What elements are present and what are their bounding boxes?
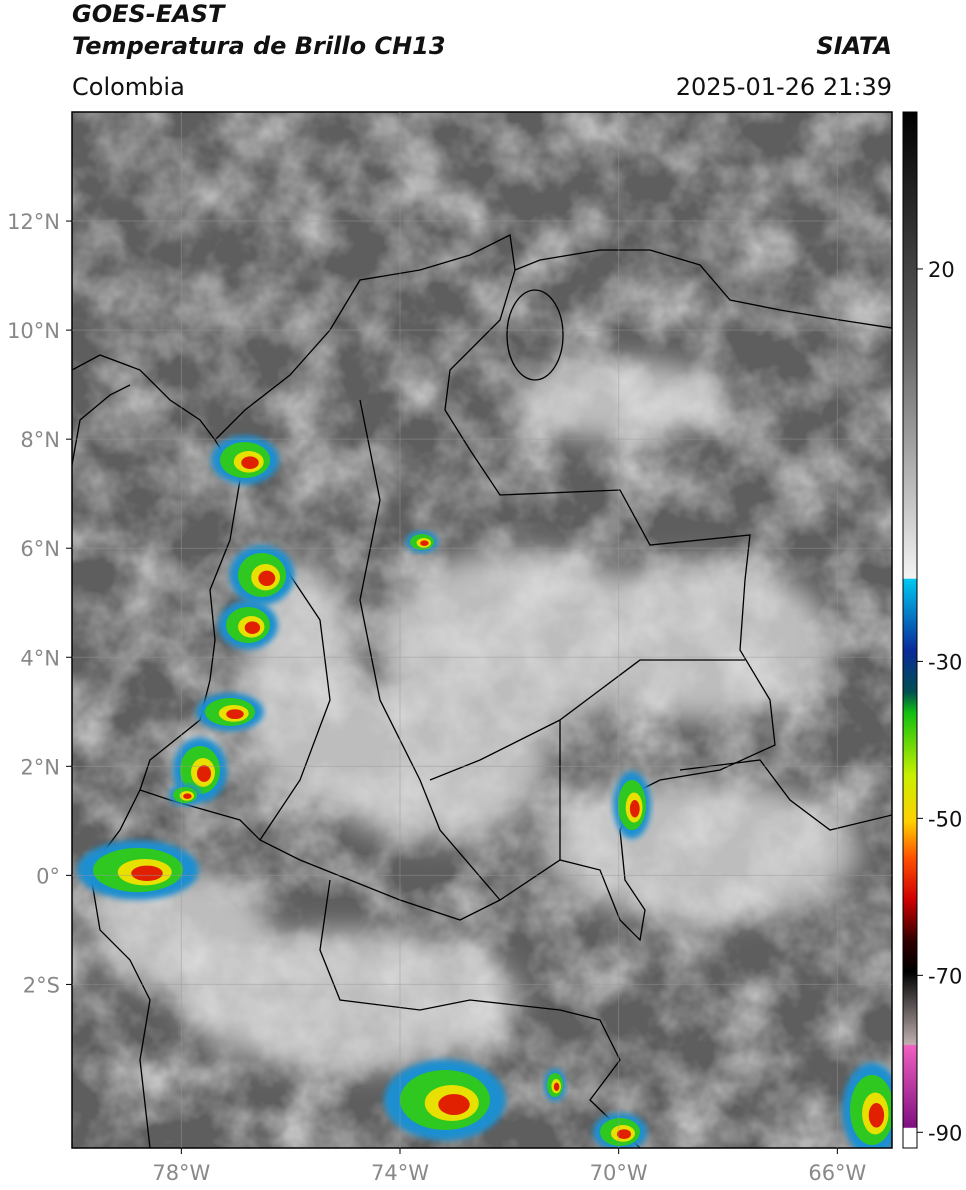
timestamp: 2025-01-26 21:39 <box>676 73 892 101</box>
lon-tick-label: 78°W <box>152 1161 210 1185</box>
cell-red <box>183 793 192 799</box>
borders <box>72 234 892 1148</box>
colorbar <box>902 111 918 1149</box>
lat-tick-label: 2°S <box>23 973 60 997</box>
map <box>72 112 892 1148</box>
cell-red <box>197 765 211 782</box>
lat-tick-label: 0° <box>36 864 60 888</box>
title: GOES-EAST <box>72 0 226 28</box>
lon-tick-label: 74°W <box>371 1161 429 1185</box>
cell-red <box>617 1129 631 1139</box>
colorbar-tick-label: -90 <box>928 1121 962 1145</box>
lat-tick-label: 12°N <box>7 210 60 234</box>
colorbar-tick-label: -50 <box>928 807 962 831</box>
cell-red <box>131 865 163 881</box>
lat-tick-label: 4°N <box>20 646 60 670</box>
region: Colombia <box>72 73 185 101</box>
cell-red <box>258 570 276 586</box>
cell-red <box>868 1103 885 1128</box>
cloud-fields <box>90 360 860 1070</box>
colorbar-tick-label: -70 <box>928 964 962 988</box>
lon-tick-label: 70°W <box>590 1161 648 1185</box>
cell-red <box>438 1094 470 1115</box>
subtitle: Temperatura de Brillo CH13 <box>72 32 446 60</box>
cell-red <box>244 621 261 634</box>
convective-cells <box>77 435 892 1148</box>
cell-red <box>420 540 429 546</box>
cell-red <box>553 1082 560 1092</box>
colorbar-tick-label: -30 <box>928 650 962 674</box>
graticule: 78°W 74°W 70°W 66°W 12°N 10°N 8°N 6°N 4°N 2°N 0° 2°… <box>7 112 892 1185</box>
source: SIATA <box>816 32 892 60</box>
lon-tick-label: 66°W <box>808 1161 866 1185</box>
lat-tick-label: 8°N <box>20 428 60 452</box>
cell-red <box>241 456 259 470</box>
lat-tick-label: 10°N <box>7 319 60 343</box>
lat-tick-label: 2°N <box>20 755 60 779</box>
cell-red <box>226 709 244 719</box>
lat-tick-label: 6°N <box>20 537 60 561</box>
cell-red <box>629 800 640 818</box>
colorbar-tick-label: 20 <box>928 258 955 282</box>
map-frame <box>71 111 893 1149</box>
